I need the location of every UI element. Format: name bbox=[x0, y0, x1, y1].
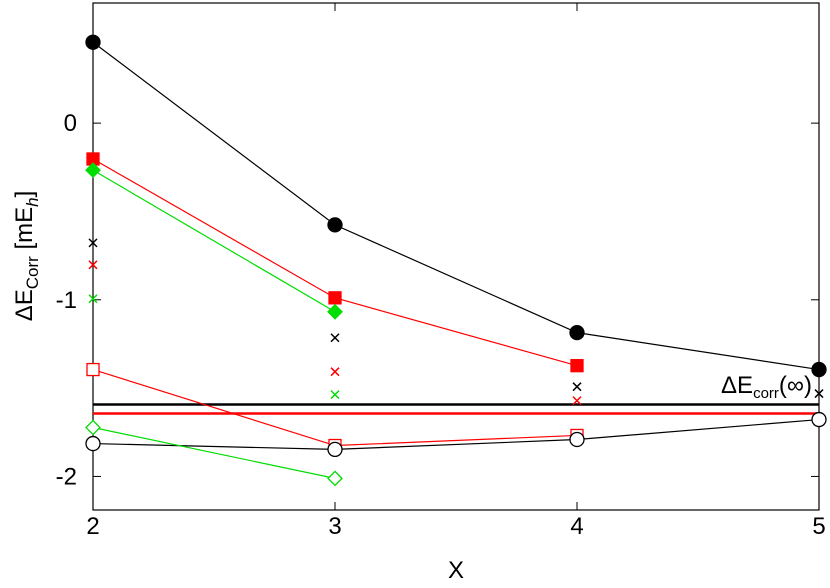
point bbox=[327, 441, 343, 458]
annotation-rest: (∞) bbox=[779, 372, 812, 399]
point bbox=[328, 291, 342, 305]
series-line bbox=[92, 426, 336, 479]
series-line bbox=[92, 41, 820, 371]
point bbox=[86, 362, 100, 377]
point bbox=[811, 361, 827, 378]
point bbox=[85, 435, 101, 452]
x-tick-label: 4 bbox=[570, 513, 583, 540]
point bbox=[330, 333, 340, 343]
x-axis-label: X bbox=[448, 557, 464, 583]
point bbox=[327, 217, 343, 233]
point bbox=[88, 294, 98, 304]
point bbox=[811, 411, 827, 428]
point bbox=[327, 303, 343, 320]
y-label-rest: [mE bbox=[11, 207, 38, 256]
series-line bbox=[92, 418, 820, 451]
y-label-main: ΔE bbox=[11, 289, 38, 321]
y-label-end: ] bbox=[11, 191, 38, 198]
y-label-sub2: h bbox=[23, 197, 42, 206]
point bbox=[569, 431, 585, 448]
annotation-sub: corr bbox=[753, 385, 779, 402]
annotation-main: ΔE bbox=[721, 372, 753, 399]
annotation: ΔEcorr(∞) bbox=[721, 372, 812, 402]
point bbox=[85, 419, 101, 436]
point bbox=[570, 359, 584, 373]
point bbox=[327, 470, 343, 487]
point bbox=[330, 367, 340, 377]
point bbox=[572, 382, 582, 392]
point bbox=[88, 238, 98, 248]
y-tick-label: 0 bbox=[64, 110, 77, 137]
point bbox=[330, 390, 340, 400]
point bbox=[572, 396, 582, 406]
y-axis-label: ΔECorr [mEh] bbox=[11, 191, 42, 322]
y-tick-label: -2 bbox=[56, 463, 77, 490]
point bbox=[569, 324, 585, 341]
series-line bbox=[92, 368, 578, 447]
point bbox=[85, 34, 101, 50]
x-tick-label: 5 bbox=[812, 513, 825, 540]
y-label-sub: Corr bbox=[23, 256, 42, 289]
plot-frame bbox=[92, 2, 820, 511]
series-line bbox=[92, 158, 578, 367]
series-line bbox=[92, 169, 336, 313]
x-tick-label: 3 bbox=[328, 513, 341, 540]
point bbox=[814, 389, 824, 399]
x-tick-label: 2 bbox=[86, 513, 99, 540]
point bbox=[88, 260, 98, 270]
y-tick-label: -1 bbox=[56, 287, 77, 314]
point bbox=[85, 162, 101, 179]
